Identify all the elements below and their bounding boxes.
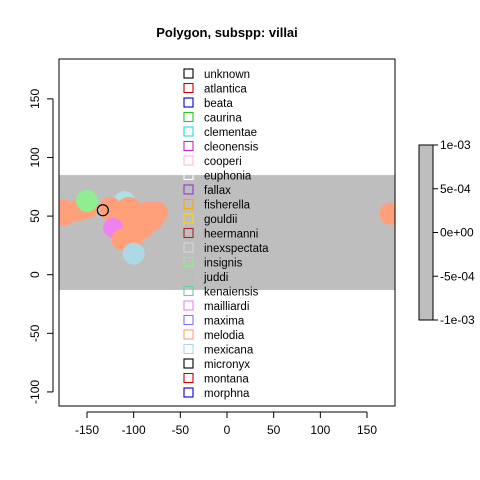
- legend-entry: atlantica: [183, 82, 247, 96]
- data-point: [76, 189, 98, 212]
- legend-swatch: [183, 184, 194, 195]
- legend-swatch: [183, 285, 194, 297]
- legend-entry: beata: [183, 97, 233, 110]
- legend-label: unknown: [204, 69, 250, 81]
- legend-entry: micronyx: [183, 358, 250, 371]
- legend-label: maxima: [204, 316, 245, 328]
- y-tick-label: -100: [28, 380, 42, 404]
- legend-swatch: [183, 227, 194, 239]
- legend-entry: fisherella: [183, 198, 251, 212]
- legend-label: euphonia: [204, 171, 252, 183]
- legend-label: insignis: [204, 258, 243, 270]
- legend-swatch: [183, 343, 194, 355]
- legend-swatch: [183, 68, 194, 79]
- x-tick-label: 100: [310, 423, 330, 437]
- data-point: [146, 201, 168, 224]
- y-tick-label: 150: [28, 89, 42, 109]
- legend-label: heermanni: [204, 229, 258, 241]
- legend-entry: kenaiensis: [183, 285, 259, 299]
- x-tick-label: -150: [75, 423, 99, 437]
- legend-swatch: [183, 372, 194, 384]
- legend-swatch: [183, 358, 194, 369]
- legend-label: micronyx: [204, 359, 250, 371]
- y-tick-label: 0: [28, 271, 42, 278]
- legend-swatch: [183, 169, 194, 181]
- legend-swatch: [183, 82, 194, 94]
- legend-swatch: [183, 314, 194, 326]
- legend-entry: unknown: [183, 68, 250, 81]
- legend-label: beata: [204, 98, 233, 110]
- legend-label: fallax: [204, 185, 231, 197]
- legend-swatch: [183, 97, 194, 108]
- legend-entry: mailliardi: [183, 300, 249, 313]
- data-point: [122, 242, 145, 265]
- legend-label: clementae: [204, 127, 257, 139]
- legend-label: atlantica: [204, 84, 247, 96]
- legend-entry: euphonia: [183, 169, 252, 183]
- y-tick-label: -50: [28, 324, 42, 342]
- legend-entry: caurina: [183, 111, 242, 125]
- legend-swatch: [183, 140, 194, 152]
- legend-label: montana: [204, 374, 249, 386]
- legend-label: inexspectata: [204, 243, 269, 255]
- legend-label: melodia: [204, 330, 245, 342]
- legend-label: mailliardi: [204, 301, 249, 313]
- colorbar-label: 5e-04: [440, 182, 471, 196]
- legend-entry: gouldii: [183, 213, 237, 226]
- legend-entry: insignis: [183, 256, 243, 270]
- chart-title: Polygon, subspp: villai: [156, 25, 298, 40]
- legend-swatch: [183, 198, 194, 210]
- legend-entry: montana: [183, 372, 249, 386]
- legend-label: kenaiensis: [204, 287, 259, 299]
- legend-entry: inexspectata: [183, 242, 269, 255]
- legend-swatch: [183, 300, 194, 311]
- x-tick-label: 50: [267, 423, 281, 437]
- legend-swatch: [183, 256, 194, 268]
- legend-entry: cleonensis: [183, 140, 259, 154]
- colorbar-label: 1e-03: [440, 138, 471, 152]
- legend-label: morphna: [204, 388, 250, 400]
- legend-entry: heermanni: [183, 227, 258, 241]
- x-tick-label: -50: [172, 423, 190, 437]
- legend-swatch: [183, 126, 194, 137]
- legend-label: cooperi: [204, 156, 242, 168]
- legend-swatch: [183, 111, 194, 123]
- legend-entry: maxima: [183, 314, 245, 328]
- plot-frame: [58, 58, 396, 407]
- legend-swatch: [183, 329, 194, 340]
- colorbar-label: -1e-03: [440, 313, 475, 327]
- legend-label: cleonensis: [204, 142, 259, 154]
- data-point: [379, 202, 395, 225]
- colorbar: [418, 144, 434, 321]
- data-point: [96, 204, 109, 217]
- x-tick-label: 0: [224, 423, 231, 437]
- colorbar-label: -5e-04: [440, 269, 475, 283]
- legend-entry: mexicana: [183, 343, 254, 357]
- legend-label: caurina: [204, 113, 242, 125]
- y-tick-label: 100: [28, 147, 42, 167]
- y-tick-label: 50: [28, 209, 42, 223]
- legend-label: fisherella: [204, 200, 251, 212]
- legend-swatch: [183, 213, 194, 224]
- x-tick-label: -100: [122, 423, 146, 437]
- colorbar-label: 0e+00: [440, 226, 474, 240]
- legend-entry: cooperi: [183, 155, 242, 168]
- legend-entry: fallax: [183, 184, 231, 197]
- legend-entry: morphna: [183, 387, 250, 400]
- legend-label: juddi: [203, 272, 228, 284]
- legend-swatch: [183, 387, 194, 398]
- legend-entry: clementae: [183, 126, 257, 139]
- legend-label: mexicana: [204, 345, 254, 357]
- legend-swatch: [183, 271, 194, 282]
- legend-swatch: [183, 155, 194, 166]
- legend-swatch: [183, 242, 194, 253]
- legend-label: gouldii: [204, 214, 237, 226]
- legend-entry: melodia: [183, 329, 245, 342]
- legend-entry: juddi: [183, 271, 228, 284]
- x-tick-label: 150: [357, 423, 377, 437]
